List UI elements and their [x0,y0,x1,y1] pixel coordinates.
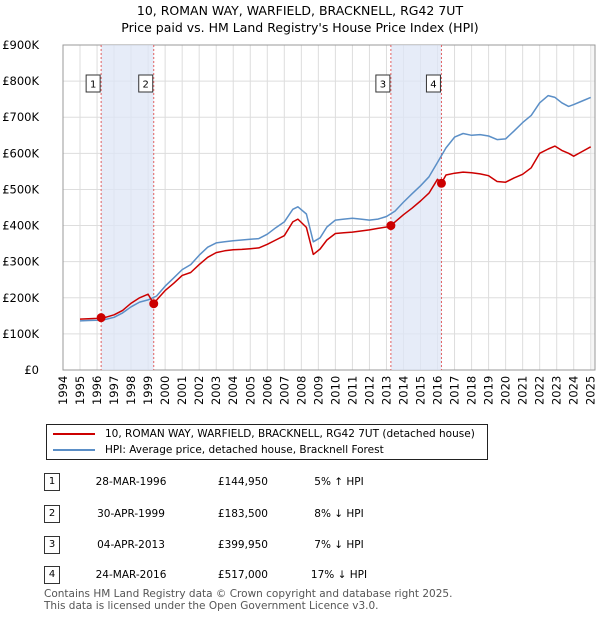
y-tick-label: £800K [2,74,39,88]
transaction-hpi-diff: 7% ↓ HPI [314,539,364,551]
legend-swatch-property [53,433,95,435]
x-tick-label: 2008 [294,376,308,405]
chart-subtitle: Price paid vs. HM Land Registry's House … [121,20,479,35]
transaction-date: 24-MAR-2016 [95,569,167,581]
sale-number-label: 4 [430,80,436,91]
x-tick-label: 2006 [260,376,274,405]
x-tick-label: 2005 [243,376,257,405]
y-axis-ticks: £0 £100K £200K £300K £400K £500K £600K £700K £80… [2,38,39,377]
sale-number-box [425,74,441,93]
x-tick-label: 2007 [277,376,291,405]
x-tick-label: 2022 [533,376,547,405]
x-tick-label: 2004 [226,376,240,405]
transaction-hpi-diff: 17% ↓ HPI [310,569,368,581]
transaction-number: 4 [44,566,60,584]
x-tick-label: 1994 [56,376,70,405]
sale-point [436,178,446,188]
transaction-date: 30-APR-1999 [97,508,165,520]
x-tick-label: 2023 [550,376,564,405]
legend: 10, ROMAN WAY, WARFIELD, BRACKNELL, RG42… [46,424,488,460]
transaction-price: £183,500 [217,508,268,520]
x-tick-label: 1997 [107,376,121,405]
ownership-span [101,45,154,370]
chart-title: 10, ROMAN WAY, WARFIELD, BRACKNELL, RG42… [136,3,464,18]
y-tick-label: £0 [24,363,39,377]
sale-number-box [138,74,154,93]
y-tick-label: £900K [2,38,39,52]
x-tick-label: 2010 [328,376,342,405]
sale-number-label: 3 [380,80,386,91]
transaction-price: £517,000 [217,569,268,581]
sale-annotations: 1 2 3 4 [85,74,441,93]
x-tick-label: 2013 [379,376,393,405]
x-tick-label: 2021 [516,376,530,405]
sale-number-label: 2 [143,80,149,91]
transaction-price: £144,950 [217,476,268,488]
future-region [590,45,595,370]
x-axis-ticks: 1994 1995 1996 1997 1998 1999 2000 2001 2002 2003… [56,376,598,405]
sale-point [96,313,106,323]
y-tick-label: £500K [2,182,39,196]
x-tick-label: 2012 [362,376,376,405]
transaction-number: 3 [44,536,60,554]
sale-points [96,178,446,323]
transaction-date: 04-APR-2013 [97,539,165,551]
transaction-number: 2 [44,505,60,523]
x-tick-label: 2016 [431,376,445,405]
y-tick-label: £600K [2,146,39,160]
x-tick-label: 2025 [584,376,598,405]
x-tick-label: 2020 [499,376,513,405]
sale-number-box [85,74,101,93]
x-tick-label: 2003 [209,376,223,405]
footer-line-2: This data is licensed under the Open Gov… [44,600,379,612]
x-tick-label: 2017 [448,376,462,405]
transaction-date: 28-MAR-1996 [95,476,167,488]
hpi-line [79,94,591,322]
transaction-price: £399,950 [217,539,268,551]
legend-label-hpi: HPI: Average price, detached house, Brac… [105,444,384,456]
transaction-hpi-diff: 8% ↓ HPI [314,508,364,520]
x-tick-label: 1995 [73,376,87,405]
x-tick-label: 2019 [482,376,496,405]
x-tick-label: 1999 [141,376,155,405]
sale-point [149,299,159,309]
x-tick-label: 2024 [567,376,581,405]
x-tick-label: 2001 [175,376,189,405]
footer: Contains HM Land Registry data © Crown c… [44,588,452,612]
legend-label-property: 10, ROMAN WAY, WARFIELD, BRACKNELL, RG42… [105,428,475,440]
price-chart: 1 2 3 4 £0 £100K £200K £300K £400K £500K £600K £70… [2,38,598,405]
y-tick-label: £100K [2,327,39,341]
x-tick-label: 2014 [396,376,410,405]
footer-line-1: Contains HM Land Registry data © Crown c… [44,588,453,600]
sale-number-label: 1 [90,80,96,91]
sale-number-box [375,74,391,93]
y-tick-label: £400K [2,219,39,233]
transaction-hpi-diff: 5% ↑ HPI [314,476,364,488]
series-lines [79,94,592,322]
property-price-line [79,145,592,320]
x-tick-label: 1998 [124,376,138,405]
y-tick-label: £200K [2,291,39,305]
sale-point [386,221,396,231]
x-tick-label: 2018 [465,376,479,405]
y-tick-label: £300K [2,255,39,269]
chart-title-block: 10, ROMAN WAY, WARFIELD, BRACKNELL, RG42… [0,2,600,36]
legend-swatch-hpi [53,449,95,451]
x-tick-label: 2002 [192,376,206,405]
transaction-number: 1 [44,473,60,491]
x-tick-label: 2011 [345,376,359,405]
x-tick-label: 2000 [158,376,172,405]
plot-border [62,44,596,371]
y-tick-label: £700K [2,110,39,124]
x-tick-label: 2009 [311,376,325,405]
x-tick-label: 2015 [414,376,428,405]
x-tick-label: 1996 [90,376,104,405]
